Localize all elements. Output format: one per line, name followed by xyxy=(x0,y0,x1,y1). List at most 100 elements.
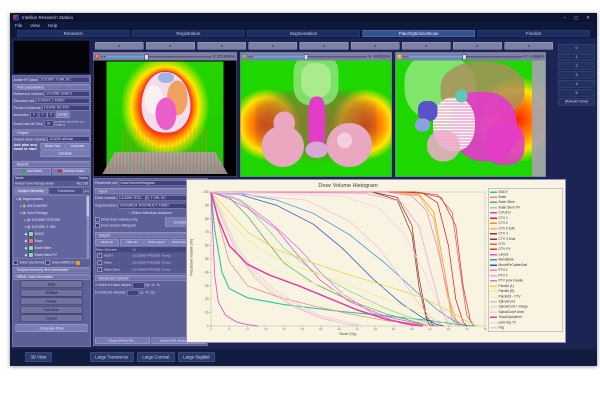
show-dose-only-checkbox[interactable]: ✓ xyxy=(95,217,100,222)
dvh-table-row[interactable]: ✓ Brain Stem (1/1/1990: RTDOSE: Tomo) xyxy=(95,266,206,273)
tab-prev-icon[interactable]: ◂ xyxy=(84,189,86,193)
rebuild-panel-button[interactable]: [Rebuild Panel] xyxy=(558,98,595,106)
view-controller-segment[interactable] xyxy=(504,42,553,50)
slice-prev-icon[interactable]: ◂ xyxy=(101,55,103,59)
color-chip[interactable] xyxy=(28,245,34,251)
tree-scrollbar[interactable] xyxy=(86,195,89,259)
structure-visible-checkbox[interactable]: ✓ xyxy=(97,260,102,265)
tab-finalize[interactable]: Finalize xyxy=(477,30,591,37)
item-info-header[interactable]: Subject hierarchy item information xyxy=(13,267,90,273)
slice-prev-icon[interactable]: ◂ xyxy=(248,55,250,59)
tab-research[interactable]: Research xyxy=(17,30,130,37)
panel-button-4[interactable]: 4 xyxy=(558,80,595,88)
dvh-table-row[interactable]: ✓ Brain (1/1/1990: RTDOSE: Tomo) xyxy=(95,259,206,266)
slice-image-transverse[interactable] xyxy=(94,61,237,177)
slice-slider-green[interactable] xyxy=(254,54,368,60)
add-beam-button[interactable]: Add beam xyxy=(13,167,51,175)
export-dvh-button[interactable]: Export DVH to file... xyxy=(95,337,150,344)
structure-visible-checkbox[interactable]: ✓ xyxy=(97,253,102,258)
v-metric-field[interactable] xyxy=(132,282,145,289)
3d-view-button[interactable]: 3D View xyxy=(25,352,52,362)
view-controller-segment[interactable] xyxy=(350,42,400,50)
caret-icon[interactable]: ▾ xyxy=(15,197,18,201)
terma-button[interactable]: TERMA xyxy=(20,289,83,297)
slice-slider-yellow[interactable] xyxy=(409,54,523,60)
panel-button-2[interactable]: 2 xyxy=(558,62,595,70)
tab-plan-optimize-dose[interactable]: Plan/Optimize/Dose xyxy=(362,30,475,37)
eye-icon[interactable]: ◉ xyxy=(24,239,28,244)
tree-item-brain-stem-pv[interactable]: ◉ Brain Stem PV xyxy=(14,252,89,259)
eye-icon[interactable]: ◉ xyxy=(24,232,28,237)
panel-button-5[interactable]: 5 xyxy=(558,89,595,97)
full-dose-button[interactable]: Full Dose xyxy=(20,306,83,314)
unit-gy[interactable]: Gy xyxy=(150,291,155,295)
output-header[interactable]: Output xyxy=(13,129,90,136)
compute-dvh-button-left[interactable]: Compute DVH xyxy=(15,324,88,332)
tab-segmentation[interactable]: Segmentation xyxy=(247,30,360,37)
dose-surface-checkbox[interactable] xyxy=(95,223,100,228)
show-transforms-checkbox[interactable] xyxy=(13,260,18,265)
view-controller-segment[interactable] xyxy=(299,42,349,50)
show-all-button[interactable]: Show all xyxy=(95,239,119,246)
show-mrml-checkbox[interactable] xyxy=(45,260,51,265)
unit-cc[interactable]: cc xyxy=(140,291,144,295)
tab-next-icon[interactable]: ▸ xyxy=(87,189,89,193)
unit-cc[interactable]: cc xyxy=(151,283,155,288)
slice-next-icon[interactable]: ▸ xyxy=(406,55,408,59)
dosecalc-value-field[interactable]: 91 xyxy=(44,120,54,127)
calculate-button[interactable]: Calculate xyxy=(40,150,90,157)
panel-button-3[interactable]: 3 xyxy=(558,71,595,79)
slice-image-coronal[interactable] xyxy=(240,60,392,177)
calculate-button[interactable]: Calculate xyxy=(65,143,90,150)
unit-[interactable]: % xyxy=(156,283,160,288)
tree-item-tomotherapy[interactable]: ▾ ▣ TomoTherapy xyxy=(14,210,89,217)
plan-parameters-header[interactable]: Plan parameters xyxy=(13,84,90,90)
remove-beam-button[interactable]: Remove beam xyxy=(52,167,90,175)
tree-item-body[interactable]: ◉ BODY xyxy=(14,231,89,238)
tab-registration[interactable]: Registration xyxy=(132,30,245,37)
large-sagittal-button[interactable]: Large Sagittal xyxy=(177,352,215,362)
tab-subject-hierarchy[interactable]: Subject hierarchy xyxy=(13,187,49,195)
cancel-button[interactable]: Cancel xyxy=(20,314,83,322)
view-controller-segment[interactable] xyxy=(401,42,451,50)
menu-view[interactable]: View xyxy=(30,23,40,28)
output-dose-volume-select[interactable]: 1/14/23: atDose xyxy=(47,136,90,142)
beams-header[interactable]: Beams xyxy=(13,161,90,167)
minimize-icon[interactable]: – xyxy=(563,14,566,20)
isocenter-z-field[interactable]: 0 xyxy=(47,111,55,118)
panel-button-0[interactable]: 0 xyxy=(558,44,595,52)
view-controller-segment[interactable] xyxy=(146,42,195,50)
dvh-table-row[interactable]: ✓ BODY (1/1/1990: RTDOSE: Tomo) xyxy=(95,252,206,259)
maximize-icon[interactable]: ▢ xyxy=(573,14,579,20)
caret-icon[interactable]: ▸ xyxy=(20,204,22,208)
node-info-header[interactable]: MRML node information xyxy=(13,274,90,280)
dose-volume-select[interactable]: 1/1/1990: RTD... [2]: T GRL SC xyxy=(117,195,195,201)
tree-item-1-1-1990-t-grl[interactable]: ▾ ▦ 1/1/1990: T GRL xyxy=(14,224,89,231)
view-controller-segment[interactable] xyxy=(197,42,246,50)
view-controller-segment[interactable] xyxy=(453,42,502,50)
center-button[interactable]: Center xyxy=(55,111,70,118)
reference-volume-select[interactable]: 1/1/1990: axial t1 xyxy=(44,91,90,97)
pause-button[interactable]: Pause xyxy=(20,297,83,305)
isocenter-y-field[interactable]: 0 xyxy=(38,111,47,118)
tree-item-brain-stem[interactable]: ◉ Brain Stem xyxy=(14,245,89,252)
select-structures-label[interactable]: Select individual structures xyxy=(131,211,173,216)
hide-all-button[interactable]: Hide all xyxy=(119,239,144,246)
large-transverse-button[interactable]: Large Transverse xyxy=(89,352,134,362)
caret-icon[interactable]: ▸ xyxy=(24,218,27,222)
unit-[interactable]: % xyxy=(145,291,149,295)
slice-prev-icon[interactable]: ◂ xyxy=(403,55,405,59)
hide-legend-button[interactable]: Hide legend xyxy=(144,239,169,246)
isocenter-x-field[interactable]: 0 xyxy=(30,111,38,118)
view-controller-segment[interactable] xyxy=(95,42,144,50)
start-button[interactable]: Start xyxy=(20,280,83,288)
tree-item-brain[interactable]: ◉ Brain xyxy=(14,238,89,245)
beam-seq-button[interactable]: Beam Seq xyxy=(40,143,65,150)
active-rt-plan-select[interactable]: 1/1/1990: T GRL SC xyxy=(38,77,90,83)
slice-next-icon[interactable]: ▸ xyxy=(251,55,253,59)
view-controller-segment[interactable] xyxy=(248,42,298,50)
slice-slider-red[interactable] xyxy=(107,54,212,60)
slice-image-sagittal[interactable] xyxy=(395,60,546,177)
tree-item-xrlchusrc[interactable]: ▸ ▣ xRLCHUSRC xyxy=(14,203,89,210)
panel-button-1[interactable]: 1 xyxy=(558,53,595,61)
